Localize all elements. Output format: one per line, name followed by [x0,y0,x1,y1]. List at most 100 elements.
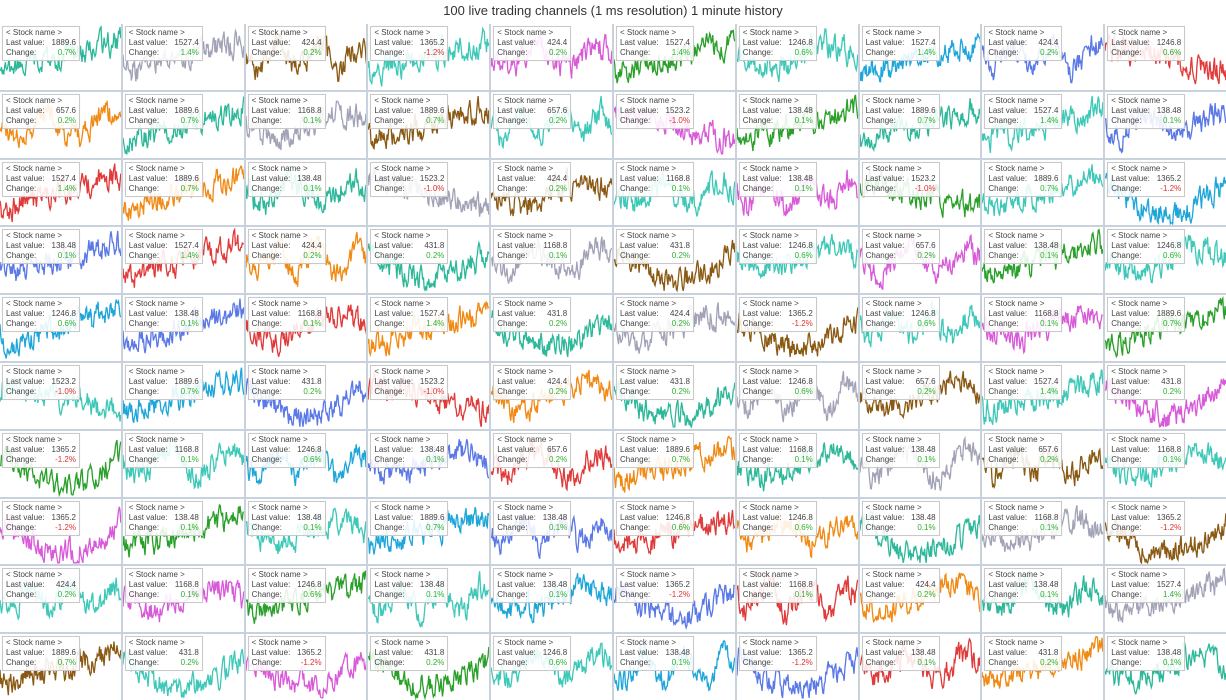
channel-cell[interactable]: < Stock name > Last value: 138.48 Change: 0.… [736,91,858,158]
channel-cell[interactable]: < Stock name > Last value: 138.48 Change: 0.… [368,566,490,633]
channel-cell[interactable]: < Stock name > Last value: 424.4 Change: 0.2… [0,566,121,633]
channel-cell[interactable]: < Stock name > Last value: 1246.8 Change: 0.… [614,498,735,565]
channel-cell[interactable]: < Stock name > Last value: 1889.6 Change: 0.… [0,24,121,90]
channel-cell[interactable]: < Stock name > Last value: 431.8 Change: 0.2… [982,634,1104,700]
channel-cell[interactable]: < Stock name > Last value: 1527.4 Change: 1.… [122,227,244,294]
channel-cell[interactable]: < Stock name > Last value: 1365.2 Change: -1… [1105,159,1226,226]
channel-cell[interactable]: < Stock name > Last value: 1365.2 Change: -1… [0,430,121,497]
channel-cell[interactable]: < Stock name > Last value: 1527.4 Change: 1.… [982,91,1104,158]
channel-cell[interactable]: < Stock name > Last value: 424.4 Change: 0.2… [491,24,612,90]
channel-cell[interactable]: < Stock name > Last value: 1246.8 Change: 0.… [245,566,367,633]
channel-cell[interactable]: < Stock name > Last value: 1168.8 Change: 0.… [491,227,612,294]
channel-cell[interactable]: < Stock name > Last value: 657.6 Change: 0.2… [982,430,1104,497]
channel-cell[interactable]: < Stock name > Last value: 1246.8 Change: 0.… [736,363,858,429]
channel-cell[interactable]: < Stock name > Last value: 138.48 Change: 0.… [368,430,490,497]
channel-cell[interactable]: < Stock name > Last value: 1527.4 Change: 1.… [614,24,735,90]
channel-cell[interactable]: < Stock name > Last value: 424.4 Change: 0.2… [491,159,612,226]
channel-cell[interactable]: < Stock name > Last value: 431.8 Change: 0.2… [368,634,490,700]
channel-cell[interactable]: < Stock name > Last value: 1168.8 Change: 0.… [614,159,735,226]
channel-cell[interactable]: < Stock name > Last value: 657.6 Change: 0.2… [491,430,612,497]
channel-cell[interactable]: < Stock name > Last value: 1889.6 Change: 0.… [614,430,735,497]
channel-cell[interactable]: < Stock name > Last value: 1365.2 Change: -1… [736,295,858,361]
channel-cell[interactable]: < Stock name > Last value: 1889.6 Change: 0.… [122,91,244,158]
channel-cell[interactable]: < Stock name > Last value: 1889.6 Change: 0.… [368,498,490,565]
channel-cell[interactable]: < Stock name > Last value: 1527.4 Change: 1.… [368,295,490,361]
channel-cell[interactable]: < Stock name > Last value: 1527.4 Change: 1.… [1105,566,1226,633]
channel-cell[interactable]: < Stock name > Last value: 424.4 Change: 0.2… [614,295,735,361]
channel-cell[interactable]: < Stock name > Last value: 1246.8 Change: 0.… [859,295,981,361]
channel-cell[interactable]: < Stock name > Last value: 1168.8 Change: 0.… [122,566,244,633]
channel-cell[interactable]: < Stock name > Last value: 424.4 Change: 0.2… [245,24,367,90]
channel-cell[interactable]: < Stock name > Last value: 138.48 Change: 0.… [614,634,735,700]
channel-cell[interactable]: < Stock name > Last value: 1168.8 Change: 0.… [245,295,367,361]
channel-cell[interactable]: < Stock name > Last value: 1527.4 Change: 1.… [859,24,981,90]
channel-cell[interactable]: < Stock name > Last value: 1168.8 Change: 0.… [736,566,858,633]
channel-cell[interactable]: < Stock name > Last value: 1365.2 Change: -1… [736,634,858,700]
channel-cell[interactable]: < Stock name > Last value: 431.8 Change: 0.2… [368,227,490,294]
channel-cell[interactable]: < Stock name > Last value: 138.48 Change: 0.… [491,498,612,565]
channel-cell[interactable]: < Stock name > Last value: 431.8 Change: 0.2… [122,634,244,700]
channel-cell[interactable]: < Stock name > Last value: 431.8 Change: 0.2… [614,363,735,429]
channel-cell[interactable]: < Stock name > Last value: 431.8 Change: 0.2… [614,227,735,294]
channel-cell[interactable]: < Stock name > Last value: 138.48 Change: 0.… [982,227,1104,294]
channel-cell[interactable]: < Stock name > Last value: 1889.6 Change: 0.… [859,91,981,158]
channel-cell[interactable]: < Stock name > Last value: 1246.8 Change: 0.… [736,227,858,294]
channel-cell[interactable]: < Stock name > Last value: 138.48 Change: 0.… [491,566,612,633]
channel-cell[interactable]: < Stock name > Last value: 1365.2 Change: -1… [1105,498,1226,565]
channel-cell[interactable]: < Stock name > Last value: 424.4 Change: 0.2… [491,363,612,429]
channel-cell[interactable]: < Stock name > Last value: 431.8 Change: 0.2… [491,295,612,361]
channel-cell[interactable]: < Stock name > Last value: 1246.8 Change: 0.… [245,430,367,497]
channel-cell[interactable]: < Stock name > Last value: 431.8 Change: 0.2… [1105,363,1226,429]
channel-cell[interactable]: < Stock name > Last value: 1523.2 Change: -1… [368,363,490,429]
channel-cell[interactable]: < Stock name > Last value: 424.4 Change: 0.2… [859,566,981,633]
channel-cell[interactable]: < Stock name > Last value: 138.48 Change: 0.… [245,498,367,565]
channel-cell[interactable]: < Stock name > Last value: 1889.6 Change: 0.… [0,634,121,700]
channel-cell[interactable]: < Stock name > Last value: 1527.4 Change: 1.… [0,159,121,226]
channel-cell[interactable]: < Stock name > Last value: 1889.6 Change: 0.… [982,159,1104,226]
channel-cell[interactable]: < Stock name > Last value: 1246.8 Change: 0.… [0,295,121,361]
channel-cell[interactable]: < Stock name > Last value: 1523.2 Change: -1… [0,363,121,429]
channel-cell[interactable]: < Stock name > Last value: 138.48 Change: 0.… [122,498,244,565]
channel-cell[interactable]: < Stock name > Last value: 1168.8 Change: 0.… [736,430,858,497]
channel-cell[interactable]: < Stock name > Last value: 1168.8 Change: 0.… [1105,430,1226,497]
channel-cell[interactable]: < Stock name > Last value: 1246.8 Change: 0.… [736,24,858,90]
channel-cell[interactable]: < Stock name > Last value: 138.48 Change: 0.… [0,227,121,294]
channel-cell[interactable]: < Stock name > Last value: 1168.8 Change: 0.… [982,295,1104,361]
channel-cell[interactable]: < Stock name > Last value: 138.48 Change: 0.… [1105,91,1226,158]
channel-cell[interactable]: < Stock name > Last value: 1246.8 Change: 0.… [491,634,612,700]
channel-cell[interactable]: < Stock name > Last value: 138.48 Change: 0.… [982,566,1104,633]
channel-cell[interactable]: < Stock name > Last value: 138.48 Change: 0.… [859,634,981,700]
channel-cell[interactable]: < Stock name > Last value: 1168.8 Change: 0.… [122,430,244,497]
channel-cell[interactable]: < Stock name > Last value: 138.48 Change: 0.… [1105,634,1226,700]
channel-cell[interactable]: < Stock name > Last value: 657.6 Change: 0.2… [859,363,981,429]
channel-cell[interactable]: < Stock name > Last value: 1168.8 Change: 0.… [982,498,1104,565]
channel-cell[interactable]: < Stock name > Last value: 1523.2 Change: -1… [368,159,490,226]
channel-cell[interactable]: < Stock name > Last value: 657.6 Change: 0.2… [0,91,121,158]
channel-cell[interactable]: < Stock name > Last value: 1246.8 Change: 0.… [1105,227,1226,294]
channel-cell[interactable]: < Stock name > Last value: 1889.6 Change: 0.… [122,159,244,226]
channel-cell[interactable]: < Stock name > Last value: 1168.8 Change: 0.… [245,91,367,158]
channel-cell[interactable]: < Stock name > Last value: 1889.6 Change: 0.… [1105,295,1226,361]
channel-cell[interactable]: < Stock name > Last value: 1889.6 Change: 0.… [122,363,244,429]
channel-cell[interactable]: < Stock name > Last value: 1365.2 Change: -1… [614,566,735,633]
channel-cell[interactable]: < Stock name > Last value: 1527.4 Change: 1.… [982,363,1104,429]
channel-cell[interactable]: < Stock name > Last value: 1246.8 Change: 0.… [736,498,858,565]
channel-cell[interactable]: < Stock name > Last value: 138.48 Change: 0.… [736,159,858,226]
channel-cell[interactable]: < Stock name > Last value: 1523.2 Change: -1… [859,159,981,226]
channel-cell[interactable]: < Stock name > Last value: 431.8 Change: 0.2… [245,363,367,429]
channel-cell[interactable]: < Stock name > Last value: 1889.6 Change: 0.… [368,91,490,158]
channel-cell[interactable]: < Stock name > Last value: 1246.8 Change: 0.… [1105,24,1226,90]
channel-cell[interactable]: < Stock name > Last value: 1365.2 Change: -1… [368,24,490,90]
channel-cell[interactable]: < Stock name > Last value: 424.4 Change: 0.2… [245,227,367,294]
channel-cell[interactable]: < Stock name > Last value: 138.48 Change: 0.… [859,430,981,497]
channel-cell[interactable]: < Stock name > Last value: 138.48 Change: 0.… [122,295,244,361]
channel-cell[interactable]: < Stock name > Last value: 657.6 Change: 0.2… [491,91,612,158]
channel-cell[interactable]: < Stock name > Last value: 138.48 Change: 0.… [245,159,367,226]
channel-cell[interactable]: < Stock name > Last value: 1523.2 Change: -1… [614,91,735,158]
channel-cell[interactable]: < Stock name > Last value: 1527.4 Change: 1.… [122,24,244,90]
channel-cell[interactable]: < Stock name > Last value: 424.4 Change: 0.2… [982,24,1104,90]
channel-cell[interactable]: < Stock name > Last value: 1365.2 Change: -1… [0,498,121,565]
channel-cell[interactable]: < Stock name > Last value: 138.48 Change: 0.… [859,498,981,565]
channel-cell[interactable]: < Stock name > Last value: 657.6 Change: 0.2… [859,227,981,294]
channel-cell[interactable]: < Stock name > Last value: 1365.2 Change: -1… [245,634,367,700]
